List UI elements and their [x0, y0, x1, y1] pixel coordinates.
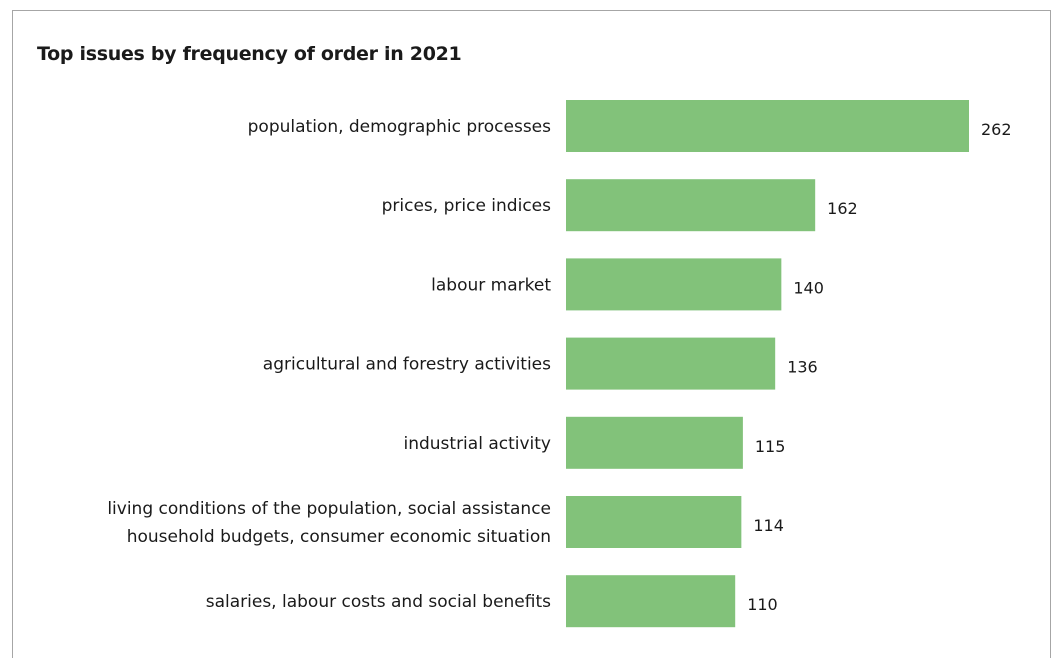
- category-label-0: population, demographic processes: [248, 117, 552, 137]
- bar-1: [566, 179, 816, 232]
- bar-6: [566, 575, 736, 628]
- bar-3: [566, 337, 776, 390]
- bar-2: [566, 258, 782, 311]
- category-label-5-line-1: household budgets, consumer economic sit…: [127, 527, 551, 547]
- category-label-2: labour market: [431, 275, 551, 295]
- bar-5: [566, 496, 742, 548]
- value-label-0: 262: [981, 120, 1012, 139]
- chart-title: Top issues by frequency of order in 2021: [37, 43, 462, 65]
- bar-4: [566, 416, 743, 469]
- category-label-1: prices, price indices: [382, 196, 552, 216]
- value-label-1: 162: [827, 199, 858, 218]
- category-label-4: industrial activity: [403, 434, 551, 454]
- value-label-5: 114: [753, 516, 784, 535]
- value-label-6: 110: [747, 595, 778, 614]
- category-label-6: salaries, labour costs and social benefi…: [206, 592, 551, 612]
- category-label-3: agricultural and forestry activities: [263, 355, 551, 375]
- value-label-3: 136: [787, 358, 818, 377]
- bar-0: [566, 100, 969, 152]
- value-label-4: 115: [755, 437, 786, 456]
- value-label-2: 140: [793, 278, 824, 297]
- category-label-5-line-0: living conditions of the population, soc…: [107, 499, 551, 519]
